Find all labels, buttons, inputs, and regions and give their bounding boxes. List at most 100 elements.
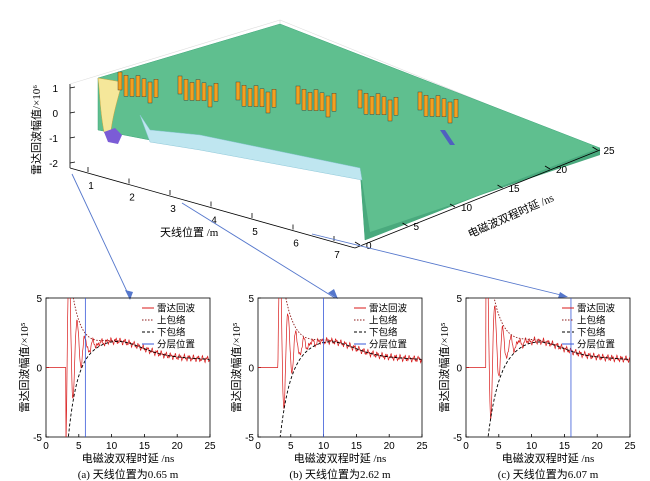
layer-markers — [117, 71, 459, 124]
y-tick-mark — [497, 184, 503, 189]
y-tick-label: 0 — [366, 241, 372, 252]
layer-marker — [123, 74, 129, 97]
layer-marker — [357, 89, 363, 109]
y-tick-label: -5 — [245, 433, 254, 444]
x-axis-label-3d: 天线位置 /m — [160, 225, 219, 239]
layer-marker — [235, 81, 241, 101]
x-tick-label: 0 — [255, 441, 261, 452]
legend-label: 分层位置 — [369, 339, 407, 351]
y-tick-label: 20 — [556, 165, 568, 176]
surface-trough — [104, 128, 122, 144]
x-tick-label: 25 — [624, 441, 636, 452]
x-tick-label: 7 — [334, 250, 340, 261]
x-tick-label: 3 — [170, 204, 176, 215]
layer-marker — [201, 82, 207, 102]
x-tick-label: 15 — [351, 441, 363, 452]
y-tick-mark — [354, 241, 361, 246]
layer-marker — [331, 92, 337, 112]
plot-area — [258, 298, 422, 437]
layer-marker — [375, 93, 381, 115]
x-tick-label: 0 — [463, 441, 469, 452]
panel-caption: (c) 天线位置为6.07 m — [498, 467, 599, 481]
layer-marker — [381, 96, 387, 116]
layer-marker — [295, 85, 301, 105]
x-tick-label: 25 — [204, 441, 216, 452]
layer-marker — [447, 101, 453, 124]
legend-label: 分层位置 — [577, 339, 615, 351]
layer-marker — [417, 91, 423, 111]
x-tick-label: 15 — [559, 441, 571, 452]
z-tick-mark — [69, 136, 76, 139]
z-tick-label: -1 — [49, 134, 58, 145]
layer-marker — [453, 98, 459, 118]
y-tick-mark — [402, 222, 408, 227]
layer-marker — [135, 75, 141, 97]
layer-marker — [441, 98, 447, 118]
x-tick-label: 2 — [129, 193, 135, 204]
y-tick-mark — [544, 165, 551, 170]
x-tick-label: 25 — [416, 441, 428, 452]
layer-marker — [147, 81, 153, 104]
panel-caption: (b) 天线位置为2.62 m — [289, 467, 391, 481]
layer-marker — [189, 82, 195, 101]
y-axis-label: 雷达回波幅值/×10⁵ — [230, 322, 243, 412]
legend-label: 分层位置 — [157, 339, 195, 351]
legend-label: 下包络 — [577, 327, 606, 339]
y-tick-label: 0 — [456, 364, 462, 375]
layer-marker — [307, 92, 313, 111]
y-tick-label: -5 — [453, 433, 462, 444]
surface-edge — [360, 148, 600, 240]
x-tick-label: 15 — [139, 441, 151, 452]
arrow-b — [181, 202, 336, 299]
x-tick-label: 5 — [288, 441, 294, 452]
x-tick-label: 6 — [293, 239, 299, 250]
y-tick-label: 5 — [414, 222, 420, 233]
z-tick-label: 0 — [52, 109, 58, 120]
x-tick-label: 5 — [252, 227, 258, 238]
layer-marker — [207, 85, 213, 108]
x-tick-label: 10 — [318, 441, 330, 452]
layer-marker — [195, 79, 201, 101]
x-axis-label: 电磁波双程时延 /ns — [502, 452, 595, 465]
y-ticks-3d: 0 5 10 15 20 25 — [354, 146, 615, 252]
y-tick-label: 0 — [36, 364, 42, 375]
y-tick-label: 5 — [248, 294, 254, 305]
layer-marker — [141, 78, 147, 98]
x-ticks-3d: 1 2 3 4 5 6 7 — [87, 167, 340, 261]
x-tick-label: 20 — [592, 441, 604, 452]
upper-envelope-line — [72, 298, 210, 360]
layer-marker — [183, 78, 189, 101]
layer-marker — [177, 75, 183, 95]
legend-label: 上包络 — [369, 315, 398, 327]
x-tick-label: 1 — [88, 181, 94, 192]
y-tick-mark — [592, 146, 598, 151]
layer-marker — [253, 85, 259, 107]
x-tick-label: 0 — [43, 441, 49, 452]
layer-marker — [213, 82, 219, 102]
x-tick-label: 4 — [211, 216, 217, 227]
z-tick-label: 1 — [52, 84, 58, 95]
y-tick-label: 10 — [461, 203, 473, 214]
x-tick-label: 5 — [496, 441, 502, 452]
z-tick-mark — [69, 161, 76, 164]
y-tick-label: -5 — [33, 433, 42, 444]
z-tick-label: -2 — [49, 159, 58, 170]
echo-line — [466, 298, 630, 421]
arrowhead-b — [328, 289, 338, 299]
y-tick-label: 15 — [509, 184, 521, 195]
layer-marker — [313, 89, 319, 111]
layer-marker — [369, 96, 375, 115]
legend-label: 雷达回波 — [157, 303, 196, 315]
x-axis-label: 电磁波双程时延 /ns — [294, 452, 387, 465]
echo-line — [258, 298, 422, 409]
legend-label: 雷达回波 — [369, 303, 408, 315]
plot-area — [466, 298, 630, 437]
upper-envelope-line — [285, 298, 422, 360]
